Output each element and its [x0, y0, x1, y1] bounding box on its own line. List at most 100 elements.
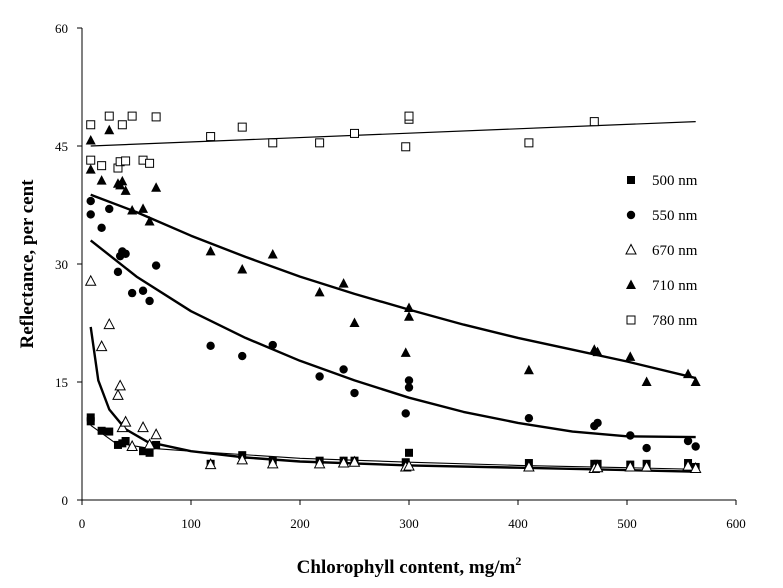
point-670-nm-1: [95, 340, 108, 352]
point-710-nm-9: [138, 203, 149, 213]
point-710-nm-24: [625, 351, 636, 361]
point-710-nm-3: [104, 124, 115, 135]
point-670-nm-14: [313, 457, 326, 469]
point-550-nm-20: [404, 383, 414, 392]
point-780-nm-20: [524, 138, 534, 148]
point-710-nm-6: [117, 175, 128, 186]
point-550-nm-1: [86, 210, 95, 219]
trend-line-550-nm: [89, 239, 696, 439]
point-500-nm-7: [139, 447, 148, 456]
legend-marker-4: [626, 315, 636, 325]
point-670-nm-9: [143, 438, 156, 450]
point-670-nm-2: [103, 317, 116, 330]
point-550-nm-24: [626, 431, 635, 440]
point-780-nm-19: [404, 111, 414, 121]
point-550-nm-9: [138, 286, 148, 295]
x-tick-label-4: 400: [508, 516, 528, 531]
point-670-nm-25: [689, 461, 702, 474]
y-tick-label-0: 0: [62, 493, 69, 508]
point-710-nm-26: [683, 368, 694, 379]
point-780-nm-21: [589, 117, 599, 127]
point-710-nm-0: [85, 134, 96, 145]
y-tick-label-2: 30: [55, 257, 68, 272]
point-710-nm-12: [205, 245, 216, 256]
point-550-nm-4: [113, 267, 123, 277]
point-670-nm-16: [348, 455, 361, 467]
trend-line-710-nm: [90, 193, 696, 380]
point-670-nm-15: [337, 456, 350, 468]
point-780-nm-7: [121, 156, 131, 166]
series-780-nm: [86, 111, 599, 173]
y-tick-label-4: 60: [55, 21, 68, 36]
legend-marker-0: [627, 176, 635, 184]
point-550-nm-15: [315, 372, 324, 381]
legend-label-1: 550 nm: [652, 208, 698, 224]
legend: 500 nm 550 nm 670 nm 710 nm 780 nm: [625, 173, 698, 329]
point-670-nm-11: [204, 458, 217, 470]
point-550-nm-23: [593, 418, 602, 428]
point-670-nm-22: [624, 460, 637, 472]
point-550-nm-2: [97, 223, 106, 233]
point-780-nm-16: [350, 128, 359, 138]
legend-label-3: 710 nm: [652, 278, 698, 294]
point-500-nm-9: [152, 440, 161, 449]
x-tick-label-6: 600: [726, 516, 746, 531]
point-670-nm-3: [112, 388, 124, 400]
point-710-nm-17: [349, 317, 360, 327]
point-550-nm-25: [642, 443, 651, 453]
legend-marker-2: [625, 243, 637, 255]
x-axis-title-superscript: 2: [515, 554, 521, 568]
y-tick-label-1: 15: [55, 375, 68, 390]
point-550-nm-7: [121, 249, 130, 258]
point-550-nm-11: [151, 261, 161, 270]
point-780-nm-0: [86, 120, 96, 130]
series-670-nm: [84, 274, 702, 474]
trend-line-500-nm: [90, 424, 696, 470]
point-670-nm-24: [682, 459, 694, 471]
point-500-nm-3: [105, 427, 114, 436]
point-550-nm-27: [691, 442, 700, 451]
trend-line-780-nm: [90, 121, 696, 147]
point-710-nm-10: [144, 216, 155, 226]
point-500-nm-1: [86, 413, 95, 422]
point-710-nm-23: [592, 346, 603, 357]
point-710-nm-21: [523, 364, 534, 375]
point-500-nm-4: [113, 440, 122, 449]
point-780-nm-6: [117, 120, 127, 130]
point-710-nm-19: [404, 302, 414, 313]
trend-line-670-nm: [89, 326, 696, 473]
point-710-nm-1: [85, 164, 96, 174]
point-500-nm-2: [97, 426, 106, 435]
point-550-nm-26: [683, 436, 693, 446]
y-axis-title: Reflectance, per cent: [17, 179, 38, 349]
point-780-nm-1: [86, 155, 96, 165]
point-670-nm-19: [523, 460, 535, 472]
point-550-nm-16: [339, 365, 348, 374]
x-tick-label-0: 0: [79, 516, 86, 531]
point-710-nm-11: [151, 182, 162, 192]
point-780-nm-13: [237, 122, 247, 132]
legend-marker-1: [626, 210, 636, 220]
point-780-nm-2: [97, 161, 107, 171]
data-points: [84, 111, 702, 474]
point-670-nm-7: [126, 439, 138, 452]
point-550-nm-12: [206, 341, 215, 351]
point-550-nm-3: [105, 204, 114, 214]
point-780-nm-12: [206, 132, 216, 142]
point-670-nm-6: [119, 415, 132, 427]
point-710-nm-18: [400, 347, 411, 357]
point-780-nm-17: [401, 142, 411, 152]
point-710-nm-20: [404, 311, 414, 321]
point-670-nm-8: [137, 421, 149, 433]
point-780-nm-15: [315, 138, 325, 148]
axis-ticks: 0 100 200 300 400 500 600 0 15 30 45 60: [55, 21, 746, 531]
series-500-nm: [86, 413, 700, 471]
point-710-nm-7: [120, 185, 131, 195]
point-500-nm-8: [145, 448, 154, 457]
plot-area: 0 100 200 300 400 500 600 0 15 30 45 60: [55, 21, 746, 531]
point-780-nm-10: [145, 158, 155, 168]
point-550-nm-8: [127, 288, 137, 298]
point-670-nm-13: [266, 457, 279, 469]
legend-label-2: 670 nm: [652, 243, 698, 259]
